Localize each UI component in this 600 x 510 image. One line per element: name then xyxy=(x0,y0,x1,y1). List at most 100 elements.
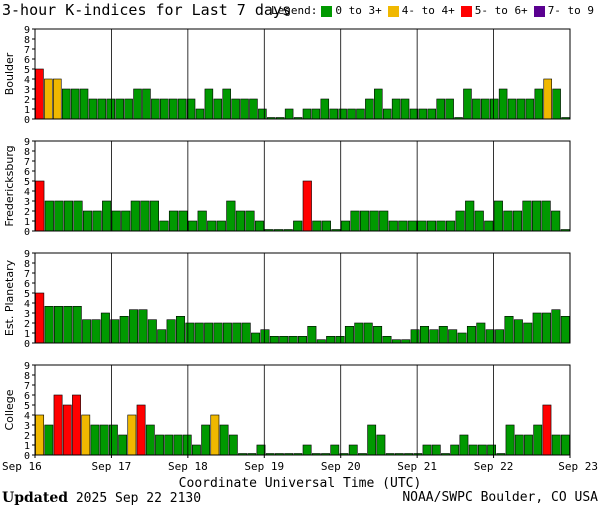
panel-frame xyxy=(34,252,571,344)
bar-est-planetary-40 xyxy=(410,329,420,344)
panel-frame xyxy=(34,28,571,120)
bar-college-10 xyxy=(127,414,137,456)
bar-college-32 xyxy=(330,444,340,456)
bar-college-19 xyxy=(210,414,220,456)
bar-college-42 xyxy=(422,444,432,456)
bar-fredericksburg-13 xyxy=(159,220,169,232)
y-tick-label: 2 xyxy=(24,319,30,330)
bar-est-planetary-44 xyxy=(448,329,458,344)
bar-est-planetary-27 xyxy=(288,335,298,344)
bar-est-planetary-52 xyxy=(523,322,533,344)
bar-college-2 xyxy=(53,394,63,456)
bar-boulder-40 xyxy=(391,98,401,120)
bar-boulder-33 xyxy=(329,108,338,120)
bar-boulder-56 xyxy=(534,88,544,120)
bar-est-planetary-12 xyxy=(147,319,157,344)
bar-college-8 xyxy=(108,424,118,456)
bar-est-planetary-26 xyxy=(279,335,289,344)
bar-est-planetary-7 xyxy=(100,312,110,344)
y-tick-label: 8 xyxy=(24,147,30,158)
updated-value: 2025 Sep 22 2130 xyxy=(75,491,202,506)
legend: Legend: 0 to 3+ 4- to 4+ 5- to 6+ 7- to … xyxy=(271,3,600,19)
bar-boulder-12 xyxy=(142,88,151,120)
bar-est-planetary-35 xyxy=(363,322,373,344)
bar-college-57 xyxy=(560,434,570,456)
bar-est-planetary-20 xyxy=(222,322,232,344)
bar-est-planetary-23 xyxy=(251,332,261,344)
bar-fredericksburg-19 xyxy=(216,220,226,232)
bar-fredericksburg-10 xyxy=(130,200,140,232)
bar-boulder-34 xyxy=(338,108,347,120)
station-label: College xyxy=(3,389,16,430)
y-tick-label: 4 xyxy=(24,299,30,310)
bar-est-planetary-3 xyxy=(63,305,73,344)
bar-boulder-25 xyxy=(258,108,267,120)
bar-fredericksburg-54 xyxy=(551,210,561,232)
bar-est-planetary-41 xyxy=(420,325,430,344)
bar-fredericksburg-6 xyxy=(92,210,102,232)
bar-est-planetary-2 xyxy=(53,305,63,344)
bar-college-14 xyxy=(164,434,174,456)
bar-boulder-7 xyxy=(97,98,107,120)
y-tick-label: 3 xyxy=(24,309,30,320)
bar-fredericksburg-43 xyxy=(446,220,456,232)
bar-college-0 xyxy=(35,414,45,456)
bar-est-planetary-33 xyxy=(344,325,354,344)
x-tick-label: Sep 20 xyxy=(321,460,361,473)
bar-est-planetary-13 xyxy=(157,329,167,344)
bar-boulder-45 xyxy=(436,98,445,120)
bar-est-planetary-25 xyxy=(269,335,279,344)
bar-fredericksburg-28 xyxy=(302,180,312,232)
bar-est-planetary-53 xyxy=(532,312,542,344)
updated-label: Updated xyxy=(2,490,69,506)
y-tick-label: 6 xyxy=(24,167,30,178)
bar-est-planetary-1 xyxy=(44,305,54,344)
bar-fredericksburg-7 xyxy=(102,200,112,232)
bar-boulder-49 xyxy=(472,98,481,120)
bar-est-planetary-0 xyxy=(35,292,45,344)
bar-boulder-20 xyxy=(213,98,223,120)
bar-est-planetary-8 xyxy=(110,319,120,344)
x-tick-label: Sep 21 xyxy=(397,460,437,473)
bar-fredericksburg-23 xyxy=(254,220,265,232)
y-tick-label: 7 xyxy=(24,269,30,280)
bar-boulder-15 xyxy=(168,98,178,120)
bar-fredericksburg-37 xyxy=(388,220,398,232)
bar-est-planetary-11 xyxy=(138,309,148,344)
y-tick-label: 3 xyxy=(24,85,30,96)
bar-est-planetary-9 xyxy=(119,315,129,344)
bar-fredericksburg-35 xyxy=(369,210,379,232)
y-tick-label: 0 xyxy=(24,115,30,126)
bar-fredericksburg-44 xyxy=(455,210,465,232)
bar-fredericksburg-2 xyxy=(54,200,64,232)
bar-boulder-38 xyxy=(374,88,383,120)
legend-label-quiet: 0 to 3+ xyxy=(335,4,382,17)
bar-fredericksburg-51 xyxy=(522,200,532,232)
bar-college-51 xyxy=(505,424,515,456)
bar-boulder-52 xyxy=(498,88,508,120)
y-tick-label: 2 xyxy=(24,431,30,442)
y-tick-label: 7 xyxy=(24,381,30,392)
bar-boulder-36 xyxy=(356,108,365,120)
bar-est-planetary-5 xyxy=(82,319,92,344)
bar-fredericksburg-53 xyxy=(541,200,551,232)
bar-boulder-17 xyxy=(186,98,196,120)
bar-college-9 xyxy=(118,434,128,456)
bar-boulder-50 xyxy=(481,98,490,120)
bar-boulder-0 xyxy=(35,68,44,120)
bar-boulder-16 xyxy=(177,98,187,120)
bar-fredericksburg-38 xyxy=(398,220,408,232)
bar-fredericksburg-49 xyxy=(503,210,513,232)
y-tick-label: 5 xyxy=(24,401,30,412)
x-tick-label: Sep 17 xyxy=(92,460,132,473)
bar-fredericksburg-4 xyxy=(73,200,83,232)
y-tick-label: 5 xyxy=(24,65,30,76)
y-tick-label: 9 xyxy=(24,361,30,372)
bar-college-43 xyxy=(431,444,441,456)
y-tick-label: 5 xyxy=(24,289,30,300)
bar-college-18 xyxy=(201,424,211,456)
bar-boulder-13 xyxy=(151,98,160,120)
bar-est-planetary-28 xyxy=(298,335,307,344)
bar-college-12 xyxy=(145,424,155,456)
bar-fredericksburg-9 xyxy=(121,210,131,232)
